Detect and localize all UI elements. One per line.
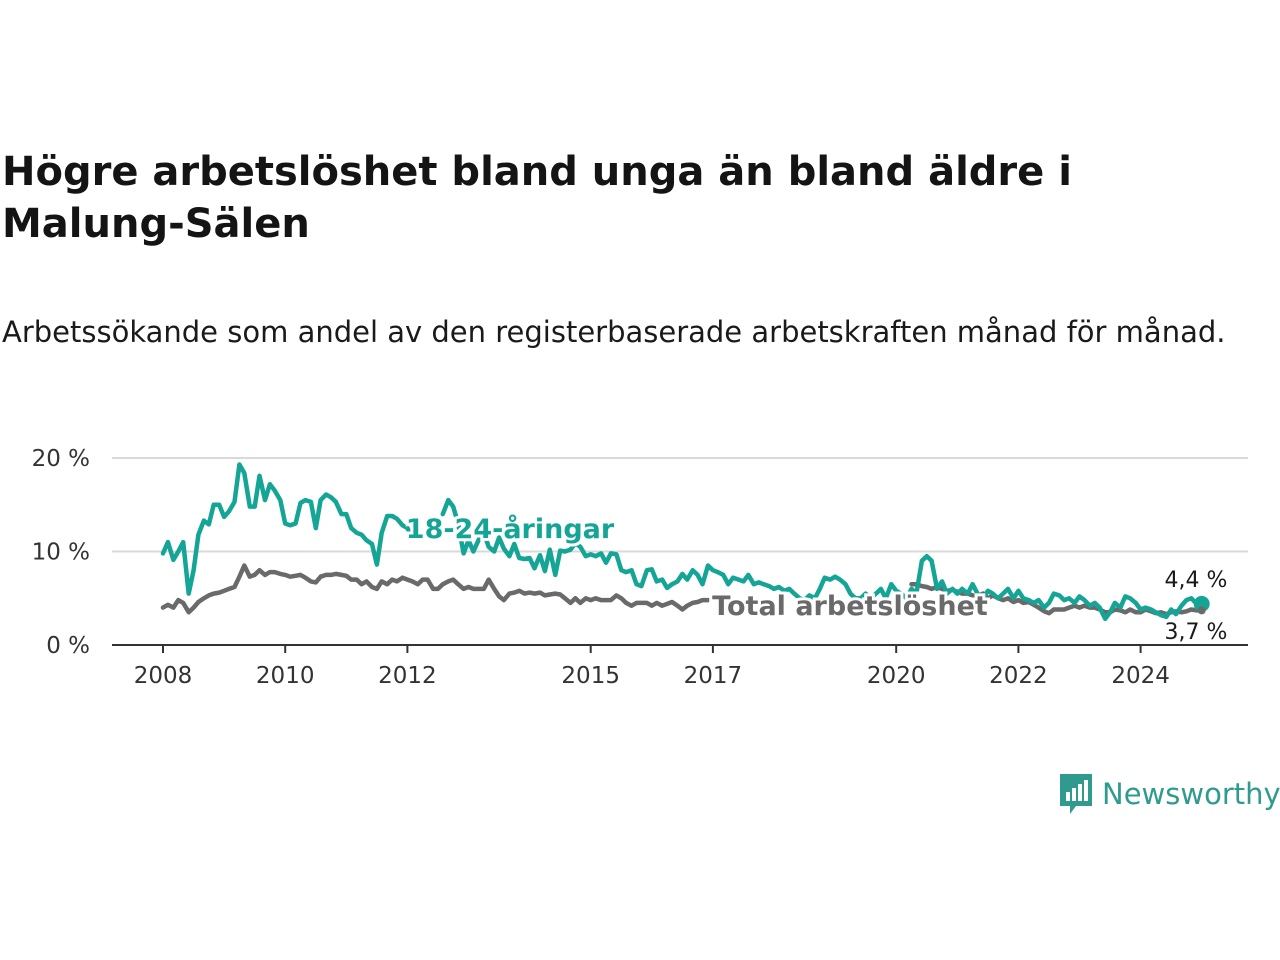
x-axis-ticks: 2008 2010 2012 2015 2017 2020 2022 2024	[134, 645, 1170, 689]
y-tick-label: 20 %	[32, 446, 90, 472]
x-tick-label: 2015	[561, 663, 620, 689]
series-labels: 4,4 % 3,7 % 18-24-åringar Total arbetslöshe…	[403, 510, 1230, 648]
newsworthy-brand[interactable]: Newsworthy	[1058, 772, 1280, 816]
series-line-0-1	[440, 497, 1204, 622]
brand-name: Newsworthy	[1102, 777, 1280, 811]
x-tick-label: 2020	[867, 663, 926, 689]
y-axis-ticks: 0 % 10 % 20 %	[32, 446, 90, 659]
x-tick-label: 2010	[256, 663, 315, 689]
newsworthy-logo-icon	[1060, 774, 1092, 814]
x-tick-label: 2008	[134, 663, 193, 689]
endpoint-dot-total	[1197, 606, 1206, 615]
series-label-youth: 18-24-åringar	[406, 513, 615, 545]
chart-title: Högre arbetslöshet bland unga än bland ä…	[2, 149, 1072, 247]
end-label-total: 3,7 %	[1165, 620, 1228, 645]
x-tick-label: 2024	[1111, 663, 1170, 689]
x-tick-label: 2022	[989, 663, 1048, 689]
x-tick-label: 2017	[684, 663, 743, 689]
series-line-1-0	[160, 563, 711, 615]
end-label-youth: 4,4 %	[1165, 568, 1228, 593]
series-line-0-0	[160, 462, 415, 596]
line-chart: 0 % 10 % 20 % 2008 2010 2012 2015 2017 2020 2022…	[32, 446, 1248, 689]
chart-subtitle: Arbetssökande som andel av den registerb…	[2, 315, 1226, 349]
y-tick-label: 10 %	[32, 540, 90, 566]
x-tick-label: 2012	[378, 663, 437, 689]
endpoint-dot-youth	[1193, 595, 1210, 612]
series-lines	[160, 462, 1210, 622]
y-tick-label: 0 %	[46, 633, 90, 659]
grid-lines	[112, 457, 1248, 646]
series-label-total: Total arbetslöshet	[712, 591, 988, 622]
